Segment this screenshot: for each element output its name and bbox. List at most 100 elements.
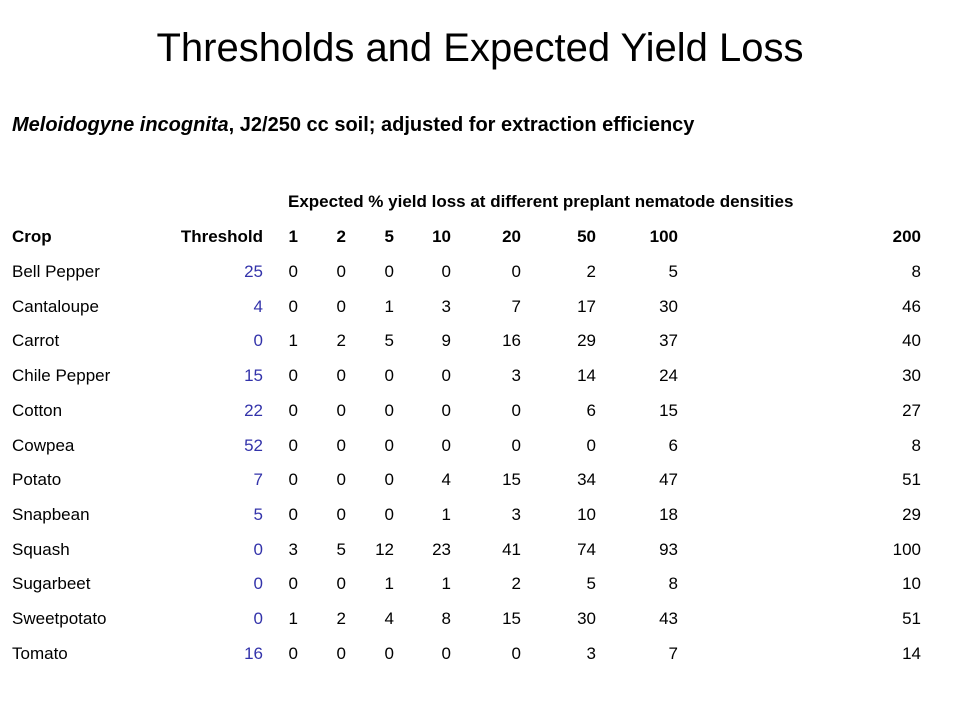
yield-loss-value: 0: [384, 436, 394, 455]
table-row: Bell Pepper 25 0 0 0 0 0 2 5 8: [0, 260, 960, 284]
yield-loss-value: 0: [511, 436, 521, 455]
yield-loss-value: 2: [511, 574, 521, 593]
table-header-row: Crop Threshold 1 2 5 10 20 50 100 200: [0, 225, 960, 249]
column-header-density: 10: [432, 227, 451, 246]
yield-loss-value: 4: [384, 609, 394, 628]
yield-loss-value: 1: [288, 331, 298, 350]
table-row: Tomato 16 0 0 0 0 0 3 7 14: [0, 642, 960, 666]
column-header-density: 100: [649, 227, 678, 246]
species-name: Meloidogyne incognita: [12, 114, 229, 136]
yield-loss-value: 47: [659, 470, 678, 489]
yield-loss-value: 93: [659, 540, 678, 559]
column-header-density: 200: [892, 227, 921, 246]
yield-loss-value: 1: [441, 505, 451, 524]
yield-loss-value: 7: [668, 644, 678, 663]
yield-loss-value: 6: [668, 436, 678, 455]
crop-name: Potato: [12, 470, 62, 489]
crop-name: Tomato: [12, 644, 68, 663]
yield-loss-value: 27: [902, 401, 921, 420]
yield-loss-value: 2: [586, 262, 596, 281]
column-header-density: 5: [384, 227, 394, 246]
threshold-value: 16: [244, 644, 263, 663]
yield-loss-value: 29: [902, 505, 921, 524]
column-header-density: 2: [336, 227, 346, 246]
yield-loss-value: 10: [577, 505, 596, 524]
yield-loss-value: 30: [577, 609, 596, 628]
yield-loss-value: 5: [668, 262, 678, 281]
yield-loss-value: 0: [511, 262, 521, 281]
yield-loss-value: 0: [288, 505, 298, 524]
yield-loss-value: 0: [441, 366, 451, 385]
yield-loss-value: 30: [902, 366, 921, 385]
threshold-value: 52: [244, 436, 263, 455]
threshold-value: 15: [244, 366, 263, 385]
yield-loss-value: 51: [902, 470, 921, 489]
yield-loss-value: 23: [432, 540, 451, 559]
yield-loss-value: 14: [577, 366, 596, 385]
crop-name: Sweetpotato: [12, 609, 107, 628]
yield-loss-value: 15: [502, 609, 521, 628]
threshold-value: 22: [244, 401, 263, 420]
yield-loss-value: 18: [659, 505, 678, 524]
yield-loss-group-header: Expected % yield loss at different prepl…: [288, 192, 794, 211]
yield-loss-value: 0: [441, 644, 451, 663]
yield-loss-value: 8: [668, 574, 678, 593]
yield-loss-value: 0: [586, 436, 596, 455]
crop-name: Chile Pepper: [12, 366, 111, 385]
yield-loss-value: 16: [502, 331, 521, 350]
yield-loss-value: 0: [336, 401, 346, 420]
yield-loss-value: 8: [911, 262, 921, 281]
yield-loss-value: 74: [577, 540, 596, 559]
yield-loss-value: 41: [502, 540, 521, 559]
table-subtitle: Meloidogyne incognita, J2/250 cc soil; a…: [12, 112, 694, 138]
yield-loss-value: 5: [384, 331, 394, 350]
yield-loss-value: 1: [441, 574, 451, 593]
yield-loss-value: 29: [577, 331, 596, 350]
yield-loss-value: 12: [375, 540, 394, 559]
yield-loss-value: 0: [511, 644, 521, 663]
threshold-value: 0: [253, 331, 263, 350]
crop-name: Carrot: [12, 331, 60, 350]
yield-loss-value: 0: [288, 574, 298, 593]
yield-loss-value: 40: [902, 331, 921, 350]
table-row: Cantaloupe 4 0 0 1 3 7 17 30 46: [0, 295, 960, 319]
column-header-density: 20: [502, 227, 521, 246]
yield-loss-value: 0: [336, 436, 346, 455]
yield-loss-value: 4: [441, 470, 451, 489]
yield-loss-value: 15: [659, 401, 678, 420]
yield-loss-value: 1: [384, 574, 394, 593]
crop-name: Cantaloupe: [12, 297, 99, 316]
yield-loss-value: 9: [441, 331, 451, 350]
column-header-crop: Crop: [12, 227, 52, 246]
yield-loss-value: 7: [511, 297, 521, 316]
column-header-density: 50: [577, 227, 596, 246]
yield-loss-value: 43: [659, 609, 678, 628]
yield-loss-value: 0: [384, 366, 394, 385]
threshold-value: 4: [253, 297, 263, 316]
table-row: Cowpea 52 0 0 0 0 0 0 6 8: [0, 434, 960, 458]
yield-loss-value: 0: [384, 505, 394, 524]
threshold-value: 0: [253, 609, 263, 628]
yield-loss-value: 10: [902, 574, 921, 593]
yield-loss-value: 0: [511, 401, 521, 420]
threshold-value: 0: [253, 574, 263, 593]
yield-loss-value: 30: [659, 297, 678, 316]
yield-loss-value: 3: [511, 505, 521, 524]
yield-loss-value: 34: [577, 470, 596, 489]
yield-loss-value: 0: [384, 262, 394, 281]
yield-loss-value: 3: [441, 297, 451, 316]
yield-loss-value: 0: [288, 262, 298, 281]
yield-loss-value: 1: [384, 297, 394, 316]
table-row: Chile Pepper 15 0 0 0 0 3 14 24 30: [0, 364, 960, 388]
yield-loss-value: 0: [336, 505, 346, 524]
yield-loss-value: 3: [288, 540, 298, 559]
yield-loss-value: 0: [384, 644, 394, 663]
yield-loss-value: 0: [441, 262, 451, 281]
yield-loss-value: 37: [659, 331, 678, 350]
yield-loss-value: 2: [336, 609, 346, 628]
yield-loss-value: 0: [288, 366, 298, 385]
yield-loss-value: 1: [288, 609, 298, 628]
yield-loss-value: 0: [441, 401, 451, 420]
threshold-value: 0: [253, 540, 263, 559]
yield-loss-value: 2: [336, 331, 346, 350]
